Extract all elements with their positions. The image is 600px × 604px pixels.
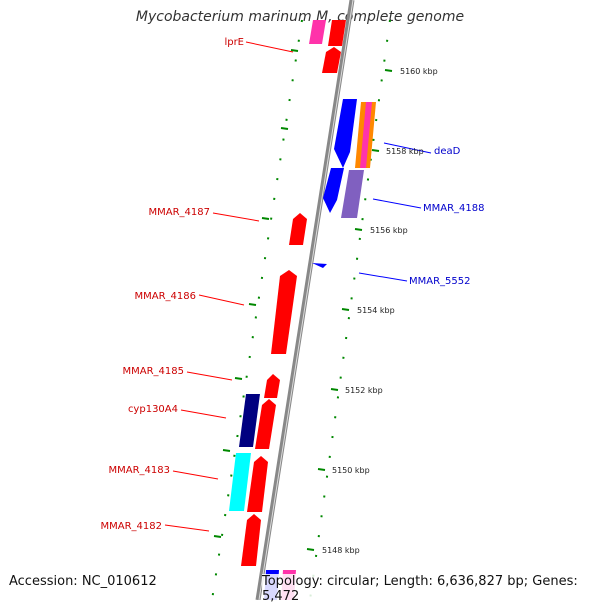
label-MMAR_4185[interactable]: MMAR_4185 — [123, 366, 185, 377]
tick-label-5148: 5148 kbp — [322, 546, 360, 555]
label-cyp130A4[interactable]: cyp130A4 — [128, 404, 178, 415]
reverse-gene-labels: deaD MMAR_4188 MMAR_5552 — [409, 146, 485, 287]
map-title: Mycobacterium marinum M, complete genome — [135, 9, 465, 25]
forward-leaders — [164, 41, 294, 532]
label-MMAR_4188[interactable]: MMAR_4188 — [423, 203, 485, 214]
tick-label-5154: 5154 kbp — [357, 306, 395, 315]
gene-deaD-overlay-magenta[interactable] — [360, 102, 372, 168]
forward-gene-labels: lprE MMAR_4187 MMAR_4186 MMAR_4185 cyp13… — [101, 37, 245, 532]
tick-label-5158: 5158 kbp — [386, 147, 424, 156]
gene-MMAR_4188[interactable] — [341, 170, 364, 218]
gene-lower-blue[interactable] — [323, 168, 344, 213]
label-MMAR_4183[interactable]: MMAR_4183 — [109, 465, 171, 476]
gene-MMAR_4182[interactable] — [241, 514, 261, 566]
label-MMAR_4182[interactable]: MMAR_4182 — [101, 521, 163, 532]
label-deaD[interactable]: deaD — [434, 146, 461, 157]
gene-cyp130A4[interactable] — [239, 394, 260, 447]
accession-text: Accession: NC_010612 — [9, 574, 157, 589]
gene-MMAR_4184[interactable] — [255, 399, 276, 449]
label-MMAR_5552[interactable]: MMAR_5552 — [409, 276, 471, 287]
backbone-highlight — [258, 0, 354, 600]
tick-label-5152: 5152 kbp — [345, 386, 383, 395]
reverse-leaders — [358, 142, 432, 282]
label-lprE[interactable]: lprE — [224, 37, 244, 48]
gene-lprE[interactable] — [328, 20, 346, 46]
scale-ticks — [306, 69, 393, 551]
gene-MMAR_4185[interactable] — [264, 374, 280, 398]
label-MMAR_4186[interactable]: MMAR_4186 — [135, 291, 197, 302]
tick-label-5160: 5160 kbp — [400, 67, 438, 76]
gene-upper-red[interactable] — [322, 47, 341, 73]
reverse-genes[interactable] — [312, 99, 376, 268]
genome-summary-text: Topology: circular; Length: 6,636,827 bp… — [262, 574, 600, 604]
tick-label-5156: 5156 kbp — [370, 226, 408, 235]
gene-MMAR_4183[interactable] — [229, 453, 251, 511]
gene-red-near-4183[interactable] — [247, 456, 268, 512]
forward-genes[interactable] — [229, 20, 346, 600]
gene-lprE-top-magenta[interactable] — [309, 20, 326, 44]
tick-label-5150: 5150 kbp — [332, 466, 370, 475]
gene-MMAR_5552[interactable] — [312, 263, 327, 268]
gene-MMAR_4187[interactable] — [289, 213, 307, 245]
gene-deaD[interactable] — [334, 99, 357, 168]
label-MMAR_4187[interactable]: MMAR_4187 — [149, 207, 211, 218]
inner-ring-ticks — [213, 49, 299, 538]
genome-backbone — [255, 0, 355, 600]
gene-MMAR_4186[interactable] — [271, 270, 297, 354]
scale-tick-labels: 5160 kbp 5158 kbp 5156 kbp 5154 kbp 5152… — [322, 67, 438, 555]
